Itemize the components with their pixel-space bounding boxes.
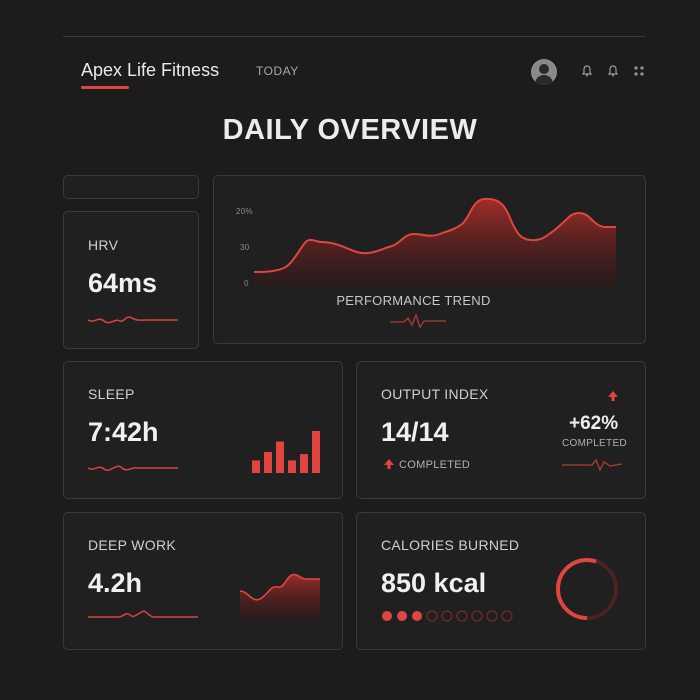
brand-name[interactable]: Apex Life Fitness xyxy=(81,60,220,80)
sleep-bar xyxy=(312,431,320,473)
progress-dot xyxy=(412,611,422,621)
output-pulse-icon xyxy=(562,458,622,472)
sleep-bar xyxy=(252,460,260,473)
output-delta-status: COMPLETED xyxy=(562,438,627,449)
output-label: OUTPUT INDEX xyxy=(381,386,489,402)
sleep-bar xyxy=(276,441,284,473)
hrv-value: 64ms xyxy=(88,268,158,298)
output-index-card[interactable]: OUTPUT INDEX 14/14 COMPLETED +62% COMPLE… xyxy=(356,361,646,499)
trend-pulse-icon xyxy=(390,313,446,329)
progress-dot xyxy=(426,610,438,622)
avatar-head xyxy=(539,64,549,74)
sleep-bar-chart xyxy=(252,431,320,473)
deep-work-value: 4.2h xyxy=(88,568,143,598)
progress-dot xyxy=(501,610,513,622)
sleep-bar xyxy=(288,460,296,473)
trend-y-tick-mid: 30 xyxy=(240,243,250,252)
header-divider xyxy=(63,36,645,37)
trend-y-tick-top: 20% xyxy=(236,207,253,216)
progress-dot xyxy=(456,610,468,622)
hrv-label: HRV xyxy=(88,237,119,253)
trend-title: PERFORMANCE TREND xyxy=(336,293,491,308)
bell-icon[interactable] xyxy=(580,64,594,78)
deep-work-sparkline xyxy=(88,610,198,618)
calories-value: 850 kcal xyxy=(381,568,487,598)
progress-dot xyxy=(471,610,483,622)
sleep-value: 7:42h xyxy=(88,417,159,447)
calories-card[interactable]: CALORIES BURNED 850 kcal xyxy=(356,512,646,650)
progress-dot xyxy=(397,611,407,621)
deep-work-label: DEEP WORK xyxy=(88,537,177,553)
deep-work-card[interactable]: DEEP WORK 4.2h xyxy=(63,512,343,650)
performance-trend-chart xyxy=(253,197,616,286)
calories-label: CALORIES BURNED xyxy=(381,537,520,553)
sleep-bar xyxy=(264,452,272,473)
active-tab-indicator xyxy=(81,86,129,89)
sleep-card[interactable]: SLEEP 7:42h xyxy=(63,361,343,499)
sleep-label: SLEEP xyxy=(88,386,135,402)
output-delta: +62% xyxy=(569,413,619,434)
output-value: 14/14 xyxy=(381,417,449,447)
tab-today[interactable]: TODAY xyxy=(256,64,299,78)
performance-trend-card[interactable]: 20% 30 0 PERFORMANCE TREND xyxy=(213,175,646,344)
page-title: DAILY OVERVIEW xyxy=(222,114,478,146)
calories-progress-dots xyxy=(382,610,513,622)
sleep-sparkline xyxy=(88,465,178,471)
output-status: COMPLETED xyxy=(399,459,471,471)
user-avatar[interactable] xyxy=(531,59,557,85)
progress-dot xyxy=(441,610,453,622)
arrow-up-icon xyxy=(384,459,394,469)
grid-icon[interactable] xyxy=(632,64,646,78)
arrow-up-icon xyxy=(608,391,618,401)
progress-dot xyxy=(486,610,498,622)
calories-progress-ring xyxy=(556,558,618,620)
deep-work-area-chart xyxy=(240,573,320,621)
ring-progress xyxy=(556,558,618,620)
avatar-body xyxy=(535,75,553,85)
hrv-sparkline xyxy=(88,316,178,324)
bell-icon[interactable] xyxy=(606,64,620,78)
hrv-card[interactable]: HRV 64ms xyxy=(63,211,199,349)
progress-dot xyxy=(382,611,392,621)
sleep-bar xyxy=(300,454,308,473)
placeholder-card xyxy=(63,175,199,199)
trend-y-tick-bottom: 0 xyxy=(244,279,249,288)
